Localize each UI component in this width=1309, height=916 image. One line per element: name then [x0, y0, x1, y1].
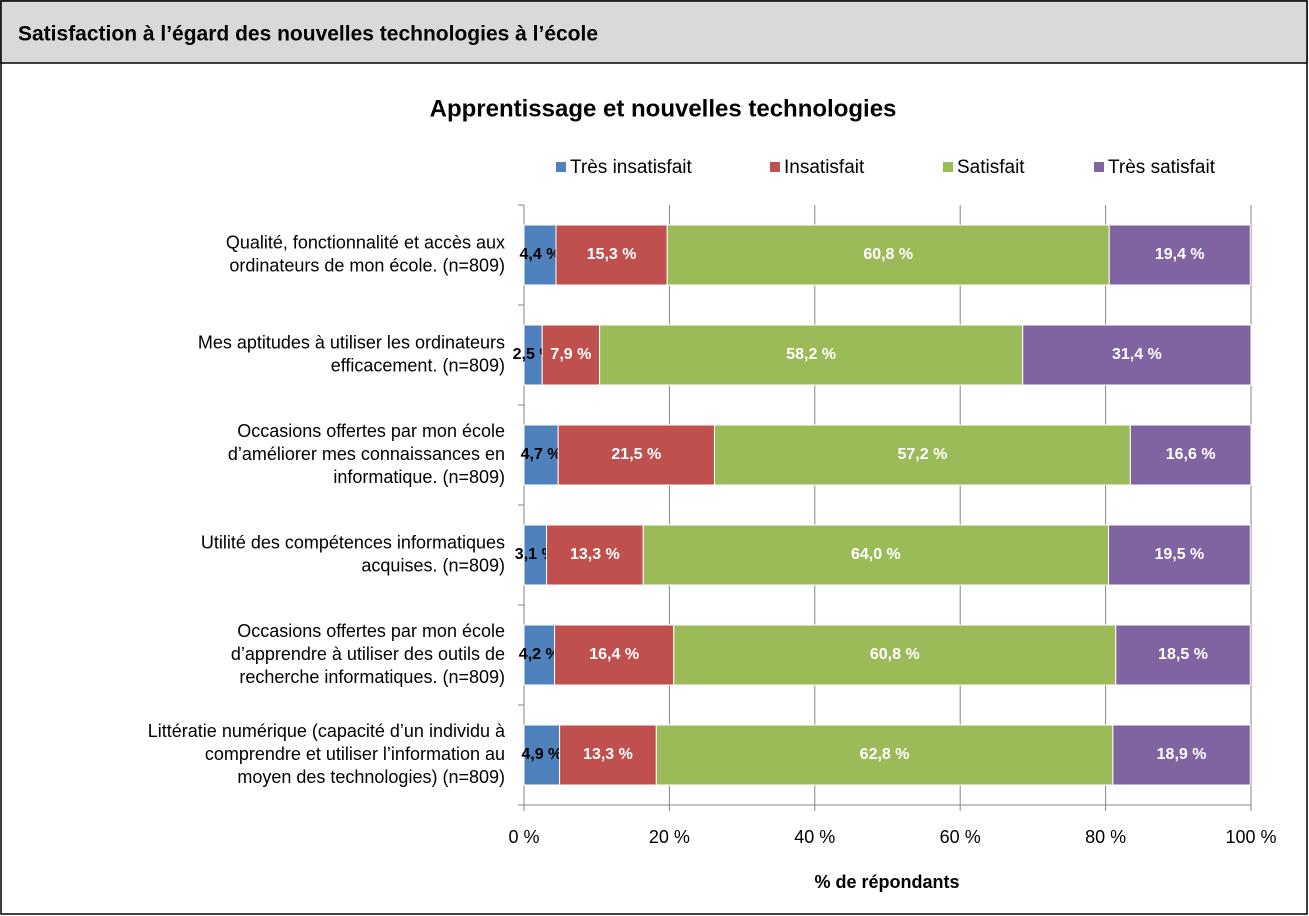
bar-segment [559, 724, 657, 786]
data-label: 7,9 % [550, 346, 591, 363]
bar-segment [1115, 624, 1251, 686]
legend-label: Très insatisfait [570, 157, 692, 178]
y-tick-label: Qualité, fonctionnalité et accès aux ordi… [226, 232, 505, 275]
bar-segment [599, 324, 1024, 386]
y-tick-label: Occasions offertes par mon école d’appren… [231, 621, 505, 687]
x-tick-label: 40 % [794, 827, 835, 847]
bar-segment [713, 424, 1131, 486]
bar-segment [1022, 324, 1252, 386]
bar-segment [523, 624, 556, 686]
legend-label: Insatisfait [784, 157, 865, 178]
data-label: 18,5 % [1158, 646, 1208, 663]
data-label: 15,3 % [587, 246, 637, 263]
legend-swatch [1094, 162, 1104, 172]
data-label: 19,4 % [1155, 246, 1205, 263]
data-label: 62,8 % [860, 746, 910, 763]
data-label: 4,7 % [521, 446, 562, 463]
data-label: 4,9 % [521, 746, 562, 763]
y-tick-label: Littératie numérique (capacité d’un indi… [148, 721, 506, 787]
data-label: 57,2 % [897, 446, 947, 463]
data-label: 21,5 % [611, 446, 661, 463]
y-tick-label: Utilité des compétences informatiques acq… [201, 532, 505, 575]
bar-segment [655, 724, 1114, 786]
data-label: 18,9 % [1157, 746, 1207, 763]
x-axis-title: % de répondants [814, 872, 959, 892]
x-tick-label: 60 % [940, 827, 981, 847]
data-label: 64,0 % [851, 546, 901, 563]
y-tick-label: Mes aptitudes à utiliser les ordinateurs… [198, 332, 505, 375]
data-label: 58,2 % [786, 346, 836, 363]
data-label: 16,6 % [1166, 446, 1216, 463]
y-tick-label: Occasions offertes par mon école d’amélio… [228, 421, 505, 487]
bar-segment [673, 624, 1117, 686]
x-tick-label: 100 % [1225, 827, 1276, 847]
bar-segment [1129, 424, 1252, 486]
bar-segment [1108, 524, 1251, 586]
bar-segment [541, 324, 601, 386]
bar-segment [557, 424, 715, 486]
data-label: 19,5 % [1154, 546, 1204, 563]
bar-segment [546, 524, 644, 586]
chart-title: Apprentissage et nouvelles technologies [430, 95, 897, 122]
data-label: 60,8 % [870, 646, 920, 663]
x-tick-label: 0 % [508, 827, 539, 847]
legend-label: Très satisfait [1108, 157, 1216, 178]
bar-segment [1112, 724, 1251, 786]
header-bar [0, 0, 1308, 64]
data-label: 60,8 % [863, 246, 913, 263]
data-label: 4,4 % [520, 246, 561, 263]
data-label: 31,4 % [1112, 346, 1162, 363]
bar-segment [1108, 224, 1251, 286]
data-label: 16,4 % [589, 646, 639, 663]
header-title: Satisfaction à l’égard des nouvelles tec… [18, 23, 598, 46]
data-label: 4,2 % [519, 646, 560, 663]
legend-label: Satisfait [957, 157, 1025, 178]
bar-segment [523, 424, 559, 486]
data-label: 13,3 % [583, 746, 633, 763]
legend-swatch [770, 162, 780, 172]
data-label: 3,1 % [515, 546, 556, 563]
x-tick-label: 80 % [1085, 827, 1126, 847]
legend-swatch [943, 162, 953, 172]
x-tick-label: 20 % [649, 827, 690, 847]
legend-swatch [556, 162, 566, 172]
bar-segment [666, 224, 1110, 286]
data-label: 13,3 % [570, 546, 620, 563]
